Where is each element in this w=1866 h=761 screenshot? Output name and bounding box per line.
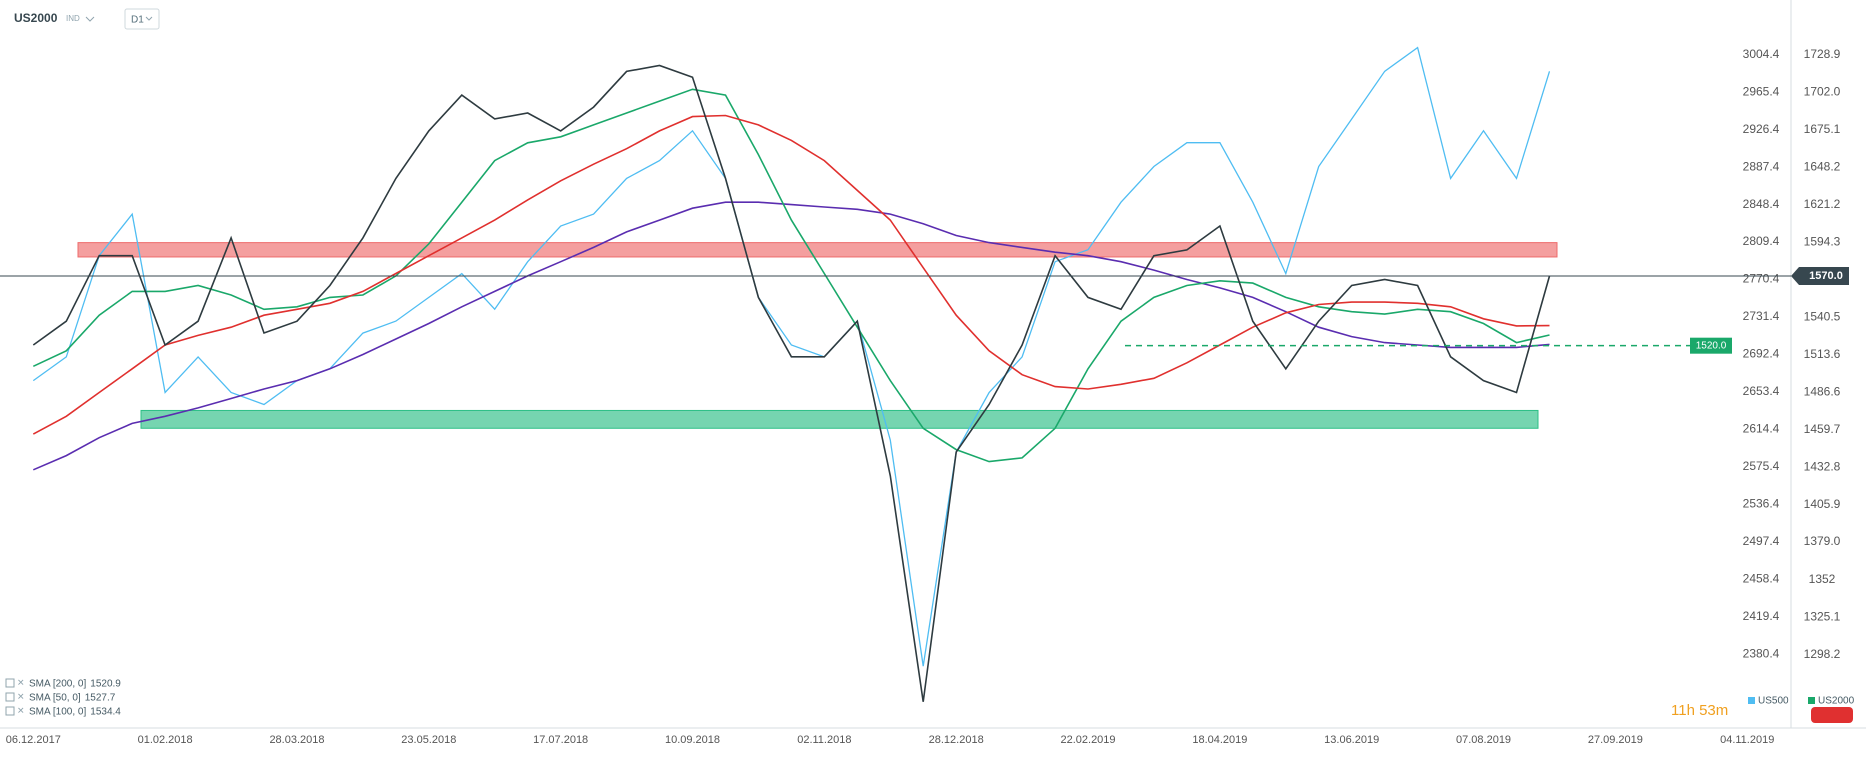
x-tick-label: 07.08.2019 [1456, 734, 1511, 746]
y-tick-label: 2380.4 [1743, 646, 1780, 660]
x-tick-label: 02.11.2018 [797, 734, 851, 746]
legend-value: 1534.4 [90, 707, 121, 718]
y2-tick-label: 1540.5 [1804, 309, 1841, 323]
legend-icon [5, 692, 15, 702]
series-line [32, 114, 1550, 435]
y-tick-label: 2770.4 [1743, 272, 1780, 286]
legend-name: SMA [100, 0] [29, 707, 86, 718]
price-alert-label: 1520.0 [1696, 340, 1727, 351]
y-tick-label: 2575.4 [1743, 459, 1780, 473]
legend-icon [5, 678, 15, 688]
series-line [32, 64, 1551, 702]
legend-close: ✕ [17, 677, 25, 687]
y2-tick-label: 1513.6 [1804, 347, 1841, 361]
x-tick-label: 10.09.2018 [665, 734, 720, 746]
legend-close: ✕ [17, 691, 25, 701]
price-zone [77, 242, 1558, 258]
y2-tick-label: 1432.8 [1804, 459, 1841, 473]
legend-label: US2000 [1818, 696, 1855, 707]
y2-tick-label: 1702.0 [1804, 84, 1841, 98]
y2-tick-label: 1352 [1809, 572, 1836, 586]
x-tick-label: 27.09.2019 [1588, 734, 1643, 746]
candle-countdown: 11h 53m [1671, 702, 1728, 719]
y2-tick-label: 1675.1 [1804, 122, 1841, 136]
x-tick-label: 18.04.2019 [1192, 734, 1247, 746]
y2-tick-label: 1486.6 [1804, 384, 1841, 398]
price-zone [140, 409, 1539, 429]
y-tick-label: 3004.4 [1743, 47, 1780, 61]
y-tick-label: 2458.4 [1743, 572, 1780, 586]
y-tick-label: 2848.4 [1743, 197, 1780, 211]
dropdown-caret [145, 16, 153, 21]
y2-tick-label: 1405.9 [1804, 497, 1841, 511]
y-tick-label: 2887.4 [1743, 159, 1780, 173]
y-tick-label: 2614.4 [1743, 422, 1780, 436]
series-line [32, 88, 1550, 463]
legend-label: US500 [1758, 696, 1789, 707]
sell-button[interactable] [1811, 707, 1853, 723]
series-line [32, 46, 1551, 667]
y-tick-label: 2965.4 [1743, 84, 1780, 98]
y-tick-label: 2536.4 [1743, 497, 1780, 511]
y-tick-label: 2692.4 [1743, 347, 1780, 361]
legend-icon [5, 706, 15, 716]
x-tick-label: 06.12.2017 [6, 734, 61, 746]
y-tick-label: 2809.4 [1743, 234, 1780, 248]
price-alert-tag [1690, 337, 1732, 354]
legend-value: 1527.7 [85, 693, 116, 704]
y2-tick-label: 1621.2 [1804, 197, 1841, 211]
y2-tick-label: 1298.2 [1804, 647, 1841, 661]
y2-tick-label: 1459.7 [1804, 422, 1841, 436]
y2-tick-label: 1648.2 [1804, 159, 1841, 173]
y2-tick-label: 1379.0 [1804, 534, 1841, 548]
series-line [32, 201, 1550, 471]
legend-swatch [1748, 697, 1755, 704]
interval: D1 [131, 15, 144, 26]
x-tick-label: 28.12.2018 [929, 734, 984, 746]
y-tick-label: 2653.4 [1743, 384, 1780, 398]
y-tick-label: 2497.4 [1743, 534, 1780, 548]
interval-selector[interactable] [124, 8, 160, 30]
x-tick-label: 17.07.2018 [533, 734, 588, 746]
x-tick-label: 28.03.2018 [269, 734, 324, 746]
current-price-tag [1791, 267, 1849, 286]
y2-tick-label: 1594.3 [1804, 234, 1841, 248]
y2-tick-label: 1728.9 [1804, 47, 1841, 61]
legend-value: 1520.9 [90, 679, 121, 690]
current-price-label: 1570.0 [1809, 270, 1843, 282]
legend-close: ✕ [17, 705, 25, 715]
legend-swatch [1808, 697, 1815, 704]
symbol: US2000 [14, 11, 58, 25]
x-tick-label: 04.11.2019 [1720, 734, 1774, 746]
y-tick-label: 2926.4 [1743, 122, 1780, 136]
instrument-kind: IND [66, 14, 80, 23]
y-tick-label: 2731.4 [1743, 309, 1780, 323]
legend-name: SMA [50, 0] [29, 693, 81, 704]
x-tick-label: 13.06.2019 [1324, 734, 1379, 746]
legend-name: SMA [200, 0] [29, 679, 86, 690]
dropdown-caret[interactable] [85, 16, 95, 22]
x-tick-label: 01.02.2018 [138, 734, 193, 746]
y2-tick-label: 1325.1 [1804, 609, 1841, 623]
x-tick-label: 22.02.2019 [1060, 734, 1115, 746]
y-tick-label: 2419.4 [1743, 609, 1780, 623]
x-tick-label: 23.05.2018 [401, 734, 456, 746]
